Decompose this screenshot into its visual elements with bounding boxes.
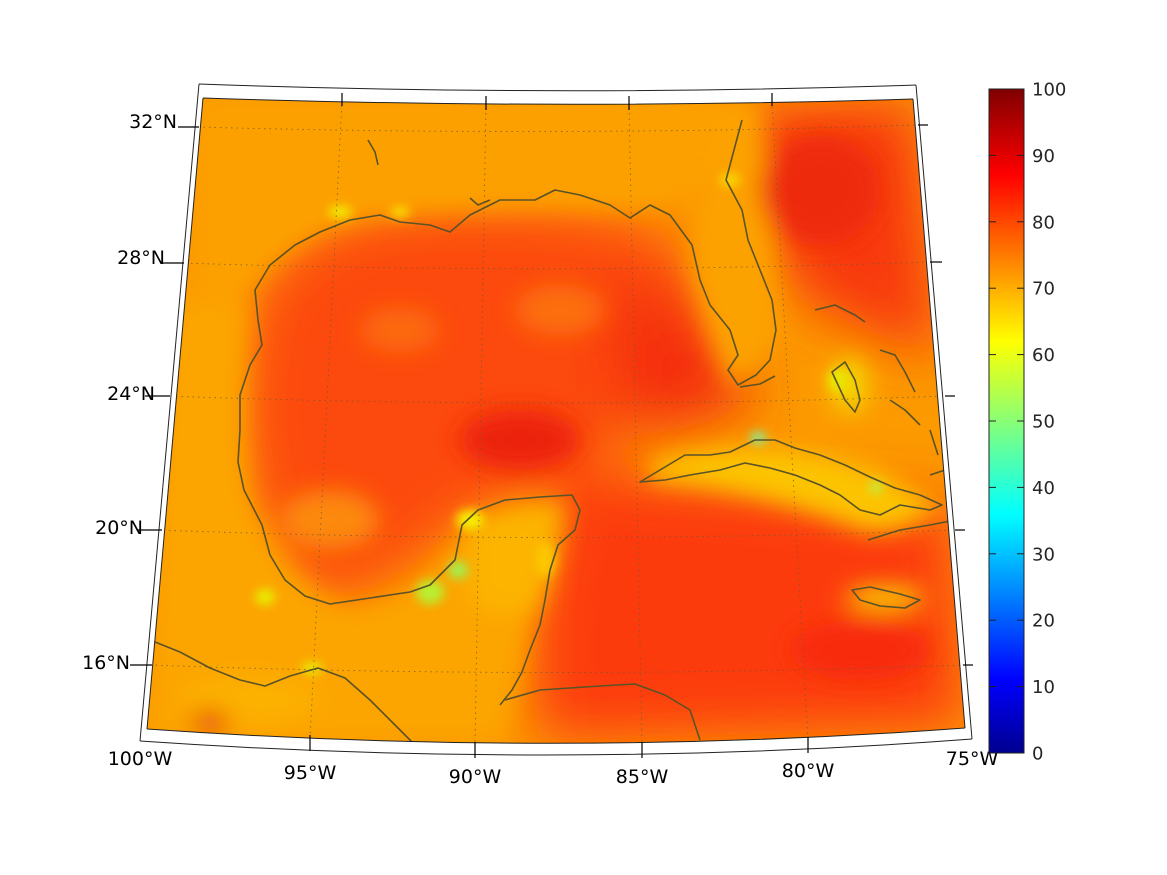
colorbar-label-50: 50 bbox=[1032, 412, 1055, 433]
lon-label-95w: 95°W bbox=[284, 762, 337, 784]
colorbar-ticks bbox=[989, 88, 1024, 754]
longitude-labels: 100°W 95°W 90°W 85°W 80°W 75°W bbox=[108, 748, 999, 788]
lat-label-24n: 24°N bbox=[107, 383, 155, 405]
colorbar-labels: 100 90 80 70 60 50 40 30 20 10 0 bbox=[1032, 80, 1066, 765]
colorbar-label-90: 90 bbox=[1032, 146, 1055, 167]
colorbar: 100 90 80 70 60 50 40 30 20 10 0 bbox=[988, 80, 1066, 765]
lat-label-32n: 32°N bbox=[129, 111, 177, 133]
lon-label-100w: 100°W bbox=[108, 748, 173, 770]
graticule bbox=[149, 99, 964, 744]
heatmap-field bbox=[147, 98, 965, 744]
latitude-labels: 32°N 28°N 24°N 20°N 16°N bbox=[82, 111, 177, 674]
colorbar-label-20: 20 bbox=[1032, 611, 1055, 632]
colorbar-label-0: 0 bbox=[1032, 744, 1043, 765]
colorbar-label-60: 60 bbox=[1032, 345, 1055, 366]
lat-label-20n: 20°N bbox=[95, 517, 143, 539]
colorbar-label-100: 100 bbox=[1032, 80, 1066, 101]
lon-label-90w: 90°W bbox=[449, 766, 502, 788]
map-frame bbox=[130, 83, 973, 758]
lon-label-80w: 80°W bbox=[782, 760, 835, 782]
colorbar-label-70: 70 bbox=[1032, 279, 1055, 300]
lon-label-85w: 85°W bbox=[616, 766, 669, 788]
lat-label-16n: 16°N bbox=[82, 652, 130, 674]
colorbar-label-40: 40 bbox=[1032, 478, 1055, 499]
colorbar-label-10: 10 bbox=[1032, 677, 1055, 698]
lon-label-75w: 75°W bbox=[946, 748, 999, 770]
colorbar-label-30: 30 bbox=[1032, 544, 1055, 565]
colorbar-label-80: 80 bbox=[1032, 212, 1055, 233]
lat-label-28n: 28°N bbox=[117, 247, 165, 269]
